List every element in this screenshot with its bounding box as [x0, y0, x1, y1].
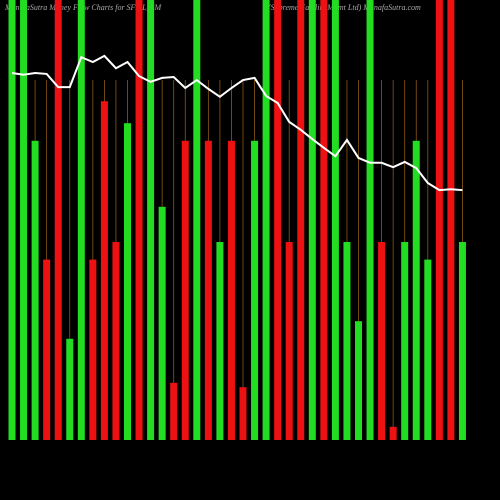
bar: [262, 0, 270, 440]
bar: [89, 259, 97, 440]
bar: [424, 259, 432, 440]
bar: [147, 0, 155, 440]
bar: [8, 0, 16, 440]
bar: [227, 140, 235, 441]
bar: [170, 382, 178, 440]
bar: [378, 242, 386, 440]
bar: [366, 0, 374, 440]
bar: [331, 0, 339, 440]
bar: [320, 0, 328, 440]
bar: [181, 140, 189, 441]
bar: [77, 0, 85, 440]
bar: [274, 0, 282, 440]
bar: [389, 426, 397, 440]
bar: [135, 0, 143, 440]
bar: [412, 140, 420, 441]
bar: [124, 123, 131, 440]
bar: [100, 101, 108, 440]
bar: [343, 242, 351, 440]
bar: [447, 0, 455, 440]
bar: [204, 140, 212, 441]
bar: [31, 140, 39, 441]
bar: [193, 0, 201, 440]
bar: [435, 0, 443, 440]
bar: [43, 259, 51, 440]
bar: [285, 242, 293, 440]
bar: [297, 0, 305, 440]
bar: [239, 387, 247, 440]
bar: [54, 0, 62, 440]
chart-subtitle: (Supreme Facility Mgmt Ltd) MunafaSutra.…: [268, 3, 421, 12]
bar: [66, 338, 74, 440]
bar: [112, 242, 120, 440]
bar: [158, 206, 166, 440]
price-line: [11, 54, 463, 192]
bar: [401, 242, 409, 440]
bar: [458, 242, 466, 440]
bar: [308, 0, 316, 440]
bar: [216, 242, 224, 440]
bar: [355, 321, 362, 440]
bar: [251, 140, 259, 441]
bar: [20, 0, 28, 440]
